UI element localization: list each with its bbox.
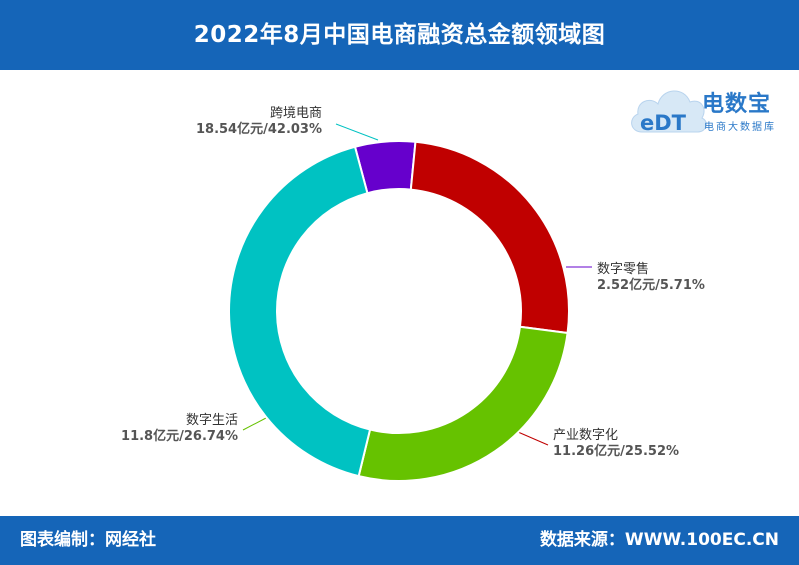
- slice-value-label-4: 18.54亿元/42.03%: [196, 121, 322, 137]
- footer-credit: 图表编制：网经社: [20, 530, 156, 550]
- leader-line-3: [242, 417, 267, 431]
- footer-source: 数据来源：WWW.100EC.CN: [539, 530, 779, 550]
- footer-bar: 图表编制：网经社 数据来源：WWW.100EC.CN: [0, 516, 799, 565]
- logo-badge: eDT: [640, 111, 687, 135]
- donut-chart: 数字零售2.52亿元/5.71%产业数字化11.26亿元/25.52%数字生活1…: [121, 106, 705, 482]
- slice-value-label-2: 11.26亿元/25.52%: [553, 443, 679, 459]
- header-bar: [0, 0, 799, 70]
- slice-2: [409, 140, 570, 335]
- slice-name-label-3: 数字生活: [186, 413, 238, 428]
- slice-value-label-3: 11.8亿元/26.74%: [121, 428, 238, 444]
- slice-name-label-1: 数字零售: [597, 261, 649, 277]
- slice-name-label-2: 产业数字化: [553, 428, 618, 443]
- logo-name: 电数宝: [702, 92, 772, 117]
- slice-3: [357, 325, 569, 482]
- leader-line-2: [517, 431, 549, 446]
- leader-line-4: [335, 123, 379, 141]
- slice-name-label-4: 跨境电商: [270, 106, 322, 121]
- chart-title: 2022年8月中国电商融资总金额领域图: [193, 22, 606, 48]
- slice-value-label-1: 2.52亿元/5.71%: [597, 277, 705, 293]
- logo-tagline: 电商大数据库: [704, 122, 776, 133]
- cloud-logo-icon: eDT: [631, 90, 707, 135]
- slice-4: [228, 145, 372, 478]
